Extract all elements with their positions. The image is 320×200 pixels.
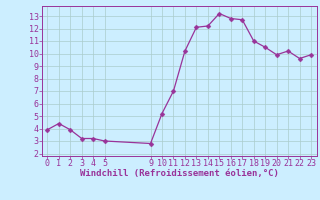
X-axis label: Windchill (Refroidissement éolien,°C): Windchill (Refroidissement éolien,°C) bbox=[80, 169, 279, 178]
